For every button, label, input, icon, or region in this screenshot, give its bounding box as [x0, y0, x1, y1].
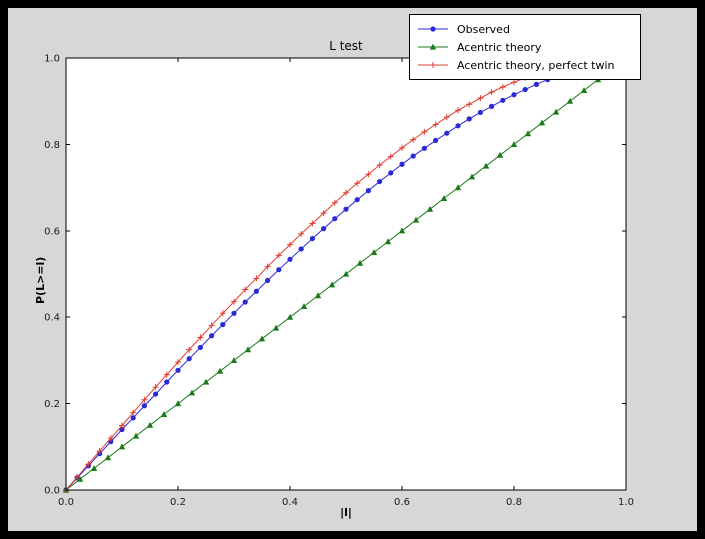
svg-text:1.0: 1.0	[618, 497, 634, 508]
figure: 0.0 0.2 0.4 0.6 0.8 1.0 0.0 0.2 0.4 0.6 0.8 1.0 L t…	[8, 8, 697, 531]
legend-swatch-observed	[418, 26, 448, 32]
svg-text:0.4: 0.4	[44, 313, 60, 324]
svg-text:0.6: 0.6	[44, 226, 60, 237]
svg-text:0.6: 0.6	[394, 497, 410, 508]
legend-swatch-perfect-twin	[418, 62, 448, 68]
legend-label-perfect-twin: Acentric theory, perfect twin	[457, 58, 615, 72]
svg-text:0.0: 0.0	[44, 486, 60, 497]
svg-text:0.8: 0.8	[506, 497, 522, 508]
plot-area: 0.0 0.2 0.4 0.6 0.8 1.0 0.0 0.2 0.4 0.6 0.8 1.0	[44, 54, 634, 509]
svg-text:0.8: 0.8	[44, 140, 60, 151]
svg-text:0.2: 0.2	[170, 497, 186, 508]
legend-item-acentric-theory: Acentric theory	[416, 38, 634, 56]
y-axis-label: P(L>=l)	[34, 256, 47, 304]
x-axis-label: |l|	[340, 506, 352, 519]
legend-label-acentric-theory: Acentric theory	[457, 40, 542, 54]
legend-label-observed: Observed	[457, 22, 510, 36]
legend: Observed Acentric theory Acentric theory…	[409, 14, 641, 80]
svg-text:1.0: 1.0	[44, 54, 60, 65]
svg-text:0.2: 0.2	[44, 399, 60, 410]
svg-text:0.4: 0.4	[282, 497, 298, 508]
legend-item-observed: Observed	[416, 20, 634, 38]
legend-swatch-acentric-theory	[418, 43, 448, 50]
svg-text:0.0: 0.0	[58, 497, 74, 508]
chart-title: L test	[329, 39, 363, 53]
legend-item-perfect-twin: Acentric theory, perfect twin	[416, 56, 634, 74]
